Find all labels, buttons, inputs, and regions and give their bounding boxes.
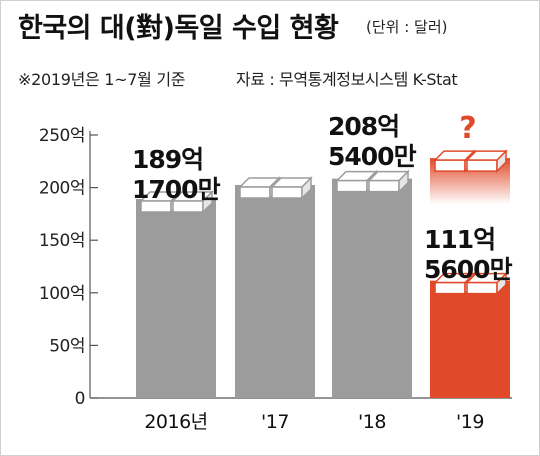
bar-2 — [235, 184, 315, 398]
money-block-front — [434, 281, 466, 295]
money-block-side — [398, 169, 409, 194]
bar-3 — [332, 178, 412, 398]
data-label: 189억 — [132, 145, 203, 174]
x-tick-label: 2016년 — [144, 411, 207, 433]
money-block-front — [271, 186, 303, 199]
y-tick-label: 100억 — [39, 284, 85, 304]
money-block-side — [496, 271, 507, 296]
bar-1 — [136, 198, 216, 398]
money-block-front — [434, 159, 466, 172]
y-tick-label: 150억 — [39, 231, 85, 251]
x-tick-label: '19 — [456, 411, 484, 433]
money-block-side — [496, 149, 507, 173]
money-stack-icon — [433, 271, 508, 296]
money-block-front — [368, 179, 400, 193]
x-tick-label: '18 — [358, 411, 386, 433]
y-tick-label: 50억 — [49, 336, 85, 356]
data-label: 5400만 — [328, 142, 417, 171]
question-mark-annotation: ? — [459, 111, 476, 146]
y-tick-label: 200억 — [39, 179, 85, 199]
period-note: ※2019년은 1~7월 기준 — [18, 70, 186, 89]
unit-label: (단위 : 달러) — [366, 18, 448, 36]
chart-title: 한국의 대(對)독일 수입 현황 — [18, 13, 339, 44]
money-block-front — [239, 186, 271, 199]
bar-4 — [430, 280, 510, 398]
money-block-side — [301, 176, 312, 200]
data-label: 5600만 — [424, 255, 513, 284]
money-stack-icon — [433, 149, 508, 173]
money-stack-icon — [335, 169, 410, 194]
y-tick-label: 250억 — [39, 126, 85, 146]
money-block-front — [466, 281, 498, 295]
money-stack-icon — [139, 190, 214, 214]
data-label: 208억 — [328, 112, 399, 141]
data-label: 1700만 — [132, 175, 221, 204]
money-block-front — [336, 179, 368, 193]
x-tick-label: '17 — [261, 411, 289, 433]
money-block-side — [202, 190, 213, 214]
y-tick-label: 0 — [75, 389, 85, 409]
money-stack-icon — [238, 176, 313, 200]
source-note: 자료 : 무역통계정보시스템 K-Stat — [236, 70, 458, 89]
data-label: 111억 — [424, 225, 495, 254]
money-block-front — [466, 159, 498, 172]
